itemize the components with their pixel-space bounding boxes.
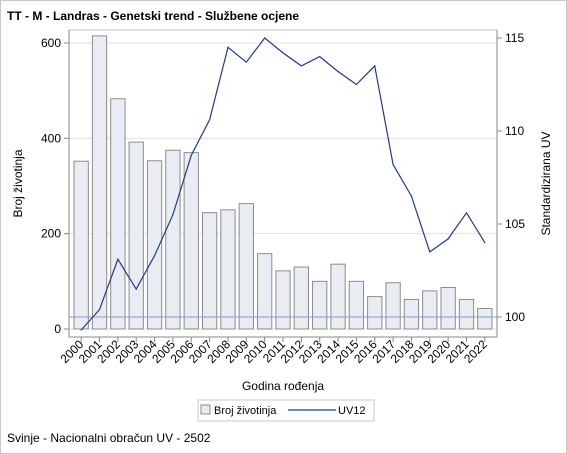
legend: Broj životinja UV12 xyxy=(197,399,375,422)
bar xyxy=(458,298,475,330)
bar xyxy=(275,270,291,330)
y-right-tick-label: 110 xyxy=(505,124,524,138)
uv12-point xyxy=(392,163,394,166)
bar xyxy=(348,280,365,330)
bar xyxy=(91,35,108,330)
bar xyxy=(256,253,273,330)
bar xyxy=(440,287,456,330)
axes xyxy=(64,30,502,342)
uv12-point xyxy=(245,61,247,63)
uv12-point xyxy=(484,242,486,244)
bar xyxy=(183,152,199,330)
legend-line-label: UV12 xyxy=(338,405,366,417)
uv12-point xyxy=(172,214,174,216)
bar xyxy=(238,203,254,330)
bar xyxy=(385,282,401,330)
bar xyxy=(330,263,346,330)
uv12-point xyxy=(264,37,266,39)
legend-bar-label: Broj životinja xyxy=(214,405,277,417)
bar xyxy=(403,298,420,330)
uv12-point xyxy=(319,56,321,58)
bar xyxy=(422,290,438,330)
y-left-tick-label: 200 xyxy=(41,227,61,241)
uv12-point xyxy=(374,65,376,67)
bar xyxy=(312,280,328,330)
uv12-point xyxy=(98,308,101,311)
uv12-point xyxy=(209,119,211,121)
uv12-point xyxy=(300,65,302,67)
y-left-tick-label: 600 xyxy=(41,36,61,50)
uv12-point xyxy=(429,251,431,253)
y-left-tick-label: 400 xyxy=(41,131,61,145)
chart-title: TT - M - Landras - Genetski trend - Služ… xyxy=(7,9,300,23)
uv12-point xyxy=(355,83,357,86)
uv12-point xyxy=(447,238,449,240)
y-left-axis-label: Broj životinja xyxy=(11,149,25,217)
legend-bar-swatch xyxy=(200,404,211,415)
uv12-point xyxy=(153,255,156,257)
y-left-tick-label: 0 xyxy=(54,322,61,336)
bar xyxy=(73,160,89,330)
footnote: Svinje - Nacionalni obračun UV - 2502 xyxy=(7,431,211,445)
y-right-tick-label: 105 xyxy=(505,217,525,231)
uv12-point xyxy=(135,288,137,290)
uv12-point xyxy=(410,195,413,197)
uv12-point xyxy=(117,258,119,260)
uv12-point xyxy=(282,52,284,54)
bar xyxy=(293,266,310,330)
y-right-axis-label: Standardizirana UV xyxy=(539,131,553,235)
bar xyxy=(367,296,383,330)
bar xyxy=(110,98,126,330)
bar xyxy=(165,149,181,330)
line-series xyxy=(80,37,486,331)
y-right-tick-label: 115 xyxy=(505,31,524,45)
uv12-point xyxy=(190,154,192,156)
x-axis-label: Godina rođenja xyxy=(242,379,324,393)
bar xyxy=(128,141,144,330)
bar xyxy=(146,160,163,330)
uv12-point xyxy=(80,329,82,331)
bar xyxy=(477,308,493,330)
uv12-point xyxy=(227,46,229,48)
uv12-point xyxy=(337,70,339,73)
uv12-point xyxy=(465,212,468,214)
bar xyxy=(220,209,236,330)
y-right-tick-label: 100 xyxy=(505,310,525,324)
bar xyxy=(201,212,218,330)
legend-box xyxy=(197,399,375,422)
